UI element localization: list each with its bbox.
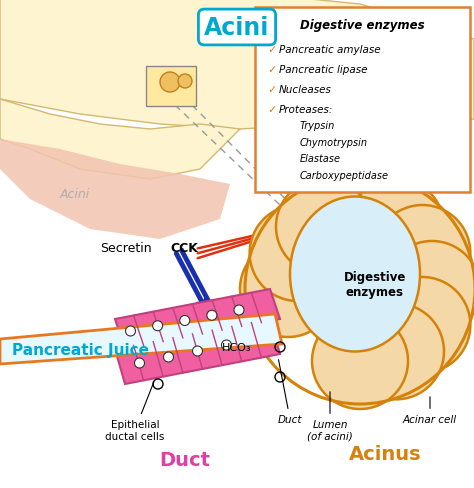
Circle shape	[374, 205, 470, 302]
Text: Secretin: Secretin	[100, 241, 152, 254]
Circle shape	[312, 170, 408, 265]
Text: ✓: ✓	[267, 45, 276, 55]
Text: Elastase: Elastase	[300, 154, 341, 163]
Bar	[255, 8, 470, 193]
Text: CCK: CCK	[170, 241, 198, 254]
Text: Acini: Acini	[60, 188, 90, 201]
Text: Digestive
enzymes: Digestive enzymes	[344, 270, 406, 298]
Circle shape	[312, 313, 408, 409]
Text: Nucleases: Nucleases	[279, 85, 332, 95]
Circle shape	[348, 179, 444, 275]
Text: HCO₃: HCO₃	[222, 342, 252, 352]
Circle shape	[240, 242, 336, 337]
Text: Carboxypeptidase: Carboxypeptidase	[300, 171, 389, 181]
Circle shape	[348, 304, 444, 400]
Polygon shape	[115, 289, 280, 349]
Text: Trypsin: Trypsin	[300, 121, 335, 131]
Circle shape	[178, 75, 192, 89]
Circle shape	[153, 321, 163, 331]
Circle shape	[180, 316, 190, 326]
Circle shape	[164, 352, 173, 362]
Text: Digestive enzymes: Digestive enzymes	[300, 20, 425, 32]
Circle shape	[192, 346, 202, 356]
Text: Acini: Acini	[204, 16, 270, 40]
Text: Duct: Duct	[159, 449, 210, 468]
Text: Pancreatic amylase: Pancreatic amylase	[279, 45, 381, 55]
Text: Duct: Duct	[278, 360, 302, 424]
Text: Acinus: Acinus	[349, 445, 421, 464]
Text: Pancreatic Juice: Pancreatic Juice	[12, 342, 149, 357]
Circle shape	[135, 358, 145, 368]
Text: ✓: ✓	[267, 105, 276, 115]
Circle shape	[234, 305, 244, 315]
Circle shape	[221, 340, 231, 350]
Circle shape	[250, 205, 346, 302]
Polygon shape	[0, 0, 474, 130]
Polygon shape	[0, 100, 240, 180]
Circle shape	[126, 326, 136, 336]
Circle shape	[160, 73, 180, 93]
Ellipse shape	[290, 197, 420, 352]
Text: Proteases:: Proteases:	[279, 105, 333, 115]
FancyBboxPatch shape	[146, 67, 196, 107]
Text: Lumen
(of acini): Lumen (of acini)	[307, 392, 353, 441]
Text: ✓: ✓	[267, 65, 276, 75]
Text: Chymotrypsin: Chymotrypsin	[300, 138, 368, 148]
Polygon shape	[0, 314, 282, 364]
Circle shape	[374, 278, 470, 373]
Text: ✓: ✓	[267, 85, 276, 95]
Polygon shape	[115, 319, 280, 384]
Circle shape	[276, 179, 372, 275]
Text: Acinar cell: Acinar cell	[403, 397, 457, 424]
Text: Epithelial
ductal cells: Epithelial ductal cells	[105, 382, 164, 441]
Text: Pancreatic lipase: Pancreatic lipase	[279, 65, 367, 75]
Polygon shape	[0, 140, 230, 240]
Circle shape	[207, 311, 217, 321]
Circle shape	[384, 242, 474, 337]
